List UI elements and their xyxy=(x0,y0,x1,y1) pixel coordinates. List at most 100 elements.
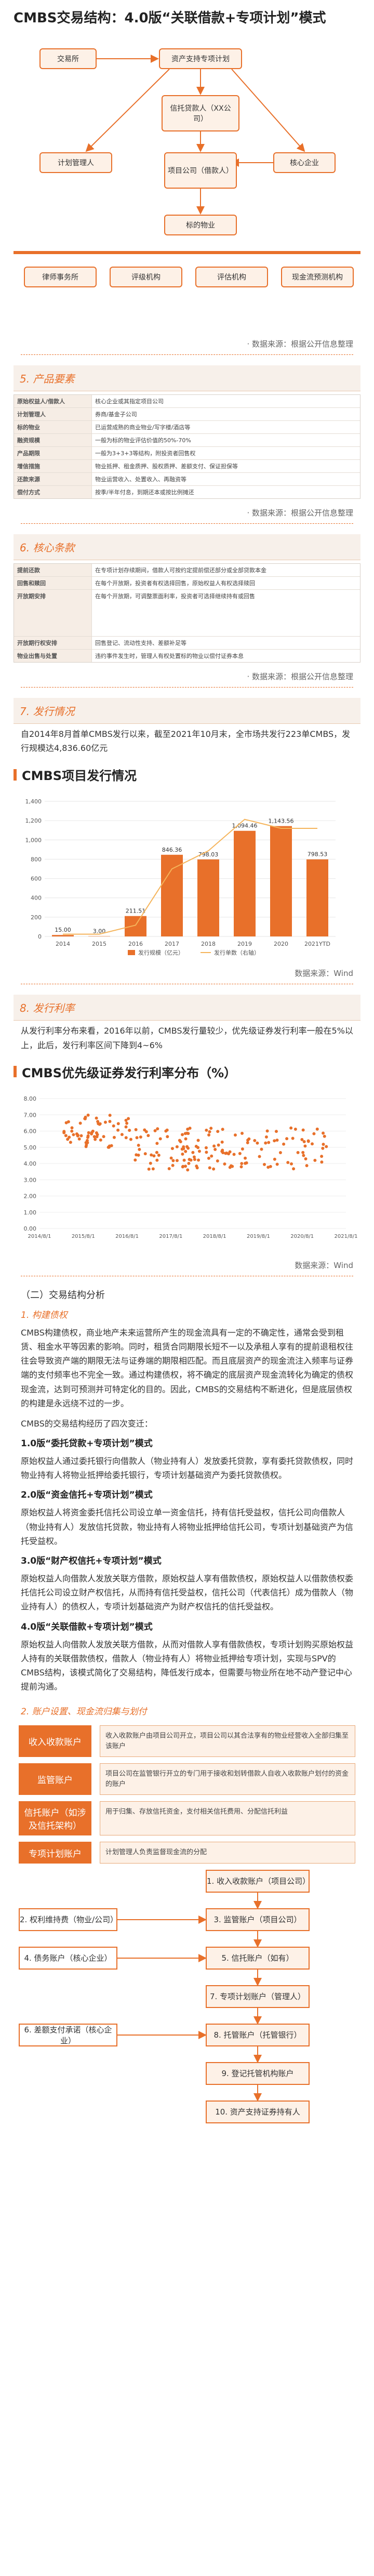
scatter-point xyxy=(72,1133,75,1137)
scatter-point xyxy=(302,1140,306,1143)
scatter-point xyxy=(321,1146,325,1150)
scatter-point xyxy=(220,1140,224,1144)
title-bar xyxy=(14,769,17,781)
scatter-point xyxy=(241,1147,244,1151)
account-row: 信托账户（如涉及信托架构） 用于归集、存放信托资金，支付相关信托费用、分配信托利益 xyxy=(19,1801,355,1836)
scatter-point xyxy=(112,1124,115,1128)
scatter-point xyxy=(128,1128,131,1132)
y-tick-label: 5.00 xyxy=(24,1144,37,1151)
scatter-point xyxy=(232,1153,236,1156)
pay-box: 2. 权利维持费（物业/公司） xyxy=(19,1908,118,1931)
scatter-point xyxy=(205,1150,208,1154)
table-row: 融资规模 一般为标的物业评估价值的50%-70% xyxy=(14,434,360,447)
model-text: 原始权益人向借款人发放关联方借款，从而对借款人享有借款债权，专项计划购买原始权益… xyxy=(21,1639,354,1692)
scatter-point xyxy=(212,1167,216,1171)
scatter-point xyxy=(76,1134,79,1138)
scatter-point xyxy=(191,1151,195,1154)
scatter-point xyxy=(244,1156,247,1160)
scatter-point xyxy=(296,1151,300,1154)
scatter-point xyxy=(208,1130,211,1133)
scatter-point xyxy=(182,1145,185,1148)
scatter-point xyxy=(221,1127,224,1131)
x-tick-label: 2020/8/1 xyxy=(290,1234,314,1239)
scatter-point xyxy=(291,1137,295,1140)
trade-paragraph: CMBS的交易结构经历了四次变迁： xyxy=(21,1418,153,1429)
scatter-point xyxy=(153,1129,157,1132)
scatter-point xyxy=(325,1145,328,1148)
y-tick-label: 7.00 xyxy=(24,1112,37,1118)
scatter-point xyxy=(313,1158,317,1162)
scatter-point xyxy=(107,1145,111,1149)
scatter-point xyxy=(143,1128,146,1132)
divider xyxy=(21,354,353,355)
exchange-box: 交易所 xyxy=(39,48,97,69)
y-tick-label: 1.00 xyxy=(24,1209,37,1216)
core-company-box: 核心企业 xyxy=(273,152,336,173)
trade-section-title: （二）交易结构分析 xyxy=(21,1289,105,1301)
rate-text: 从发行利率分布来看，2016年以前，CMBS发行量较少，优先级证券发行利率一般在… xyxy=(21,1026,353,1050)
bar xyxy=(125,916,146,937)
scatter-point xyxy=(285,1137,289,1140)
scatter-point xyxy=(186,1131,190,1135)
scatter-point xyxy=(166,1135,169,1138)
scatter-point xyxy=(183,1132,187,1135)
scatter-point xyxy=(64,1134,68,1138)
scatter-point xyxy=(197,1158,201,1162)
scatter-point xyxy=(171,1159,175,1162)
asset-plan-box: 资产支持专项计划 xyxy=(159,48,242,69)
scatter-point xyxy=(102,1134,105,1138)
scatter-point xyxy=(62,1131,66,1134)
x-tick-label: 2017 xyxy=(165,941,179,947)
scatter-point xyxy=(112,1135,116,1139)
payment-arrows xyxy=(117,1892,262,2102)
bar xyxy=(52,935,74,937)
scatter-point xyxy=(305,1164,309,1167)
page-title: CMBS交易结构：4.0版“关联借款+专项计划”模式 xyxy=(14,10,326,26)
scatter-point xyxy=(224,1152,228,1155)
pay-box: 3. 监管账户（项目公司） xyxy=(206,1908,310,1931)
pay-box: 5. 信托账户（如有） xyxy=(206,1946,310,1970)
scatter-point xyxy=(98,1122,101,1126)
scatter-point xyxy=(133,1158,137,1162)
scatter-point xyxy=(221,1148,224,1152)
scatter-point xyxy=(94,1138,97,1141)
scatter-point xyxy=(216,1159,219,1162)
scatter-point xyxy=(311,1142,314,1145)
scatter-chart: 0.00 1.00 2.00 3.00 4.00 5.00 6.00 7.00 8.00 2014… xyxy=(14,1088,360,1254)
scatter-point xyxy=(149,1161,152,1165)
scatter-point xyxy=(69,1140,72,1144)
scatter-point xyxy=(188,1157,191,1161)
scatter-point xyxy=(116,1128,120,1132)
scatter-point xyxy=(155,1142,159,1145)
product-section-title: 5. 产品要素 xyxy=(14,365,360,391)
data-label: 846.36 xyxy=(162,847,182,853)
scatter-point xyxy=(66,1120,70,1124)
y-tick-label: 600 xyxy=(31,876,42,882)
scatter-point xyxy=(158,1137,162,1141)
scatter-point xyxy=(157,1153,161,1157)
legend-label: 发行单数（右轴） xyxy=(214,949,260,956)
x-tick-label: 2014/8/1 xyxy=(28,1234,51,1239)
scatter-point xyxy=(127,1117,130,1120)
scatter-point xyxy=(137,1153,140,1157)
data-label: 15.00 xyxy=(55,927,71,934)
scatter-point xyxy=(181,1165,185,1168)
scatter-point xyxy=(90,1131,94,1134)
issuance-section-title: 7. 发行情况 xyxy=(14,698,360,724)
scatter-point xyxy=(217,1143,220,1147)
scatter-point xyxy=(301,1151,305,1154)
chart-title: CMBS项目发行情况 xyxy=(22,769,137,784)
scatter-point xyxy=(207,1133,211,1137)
agency-box: 现金流预测机构 xyxy=(281,267,354,287)
scatter-point xyxy=(139,1135,142,1139)
y-tick-label: 1,000 xyxy=(25,837,42,844)
scatter-point xyxy=(150,1153,153,1157)
scatter-point xyxy=(312,1132,316,1135)
table-row: 还款来源 物业运营收入、处置收入、再融资等 xyxy=(14,473,360,486)
scatter-point xyxy=(184,1137,188,1141)
bar-chart: 0 200 400 600 800 1,000 1,200 1,400 15.00 2014 3.0… xyxy=(14,791,360,962)
scatter-point xyxy=(246,1141,249,1144)
agency-box: 律师事务所 xyxy=(24,267,97,287)
title-row: CMBS交易结构：4.0版“关联借款+专项计划”模式 xyxy=(0,0,374,34)
scatter-point xyxy=(170,1146,174,1150)
